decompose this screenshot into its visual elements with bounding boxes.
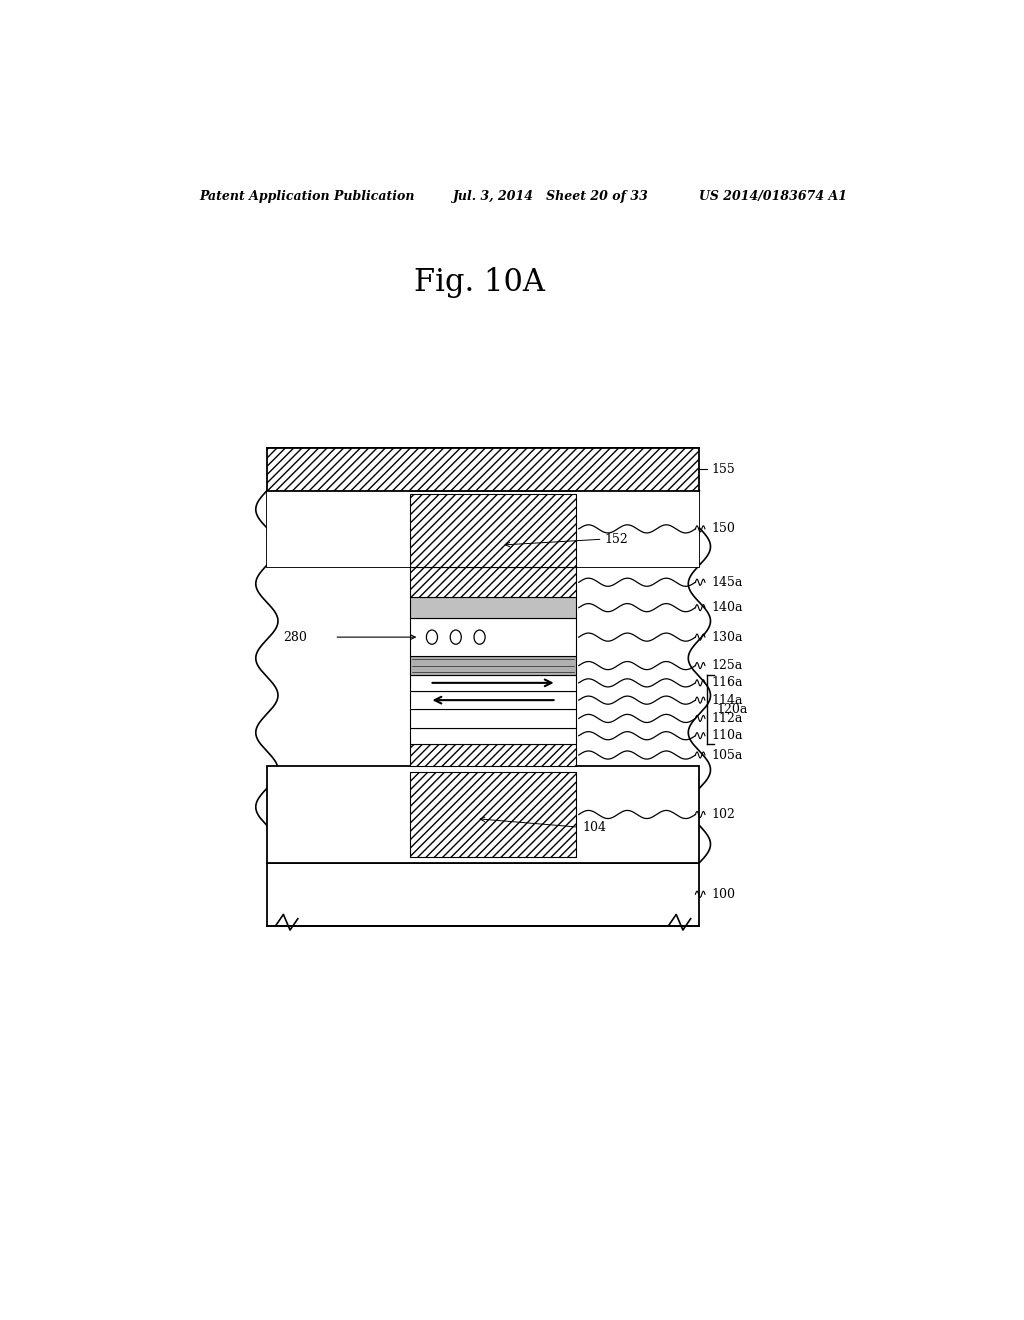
Text: 100: 100	[712, 888, 735, 900]
Text: 104: 104	[582, 821, 606, 834]
Bar	[410, 494, 577, 568]
Text: US 2014/0183674 A1: US 2014/0183674 A1	[699, 190, 848, 202]
Bar	[410, 568, 577, 598]
Text: 125a: 125a	[712, 659, 742, 672]
Bar	[267, 491, 410, 568]
Text: 145a: 145a	[712, 576, 742, 589]
Text: 102: 102	[712, 808, 735, 821]
Bar	[410, 618, 577, 656]
Bar	[410, 675, 577, 690]
Bar	[410, 690, 577, 709]
Bar	[267, 766, 699, 863]
Text: 280: 280	[283, 631, 306, 644]
Text: 112a: 112a	[712, 711, 742, 725]
Text: 150: 150	[712, 523, 735, 536]
Text: Patent Application Publication: Patent Application Publication	[200, 190, 415, 202]
Text: 110a: 110a	[712, 729, 742, 742]
Bar	[410, 772, 577, 857]
Bar	[410, 656, 577, 675]
Text: 116a: 116a	[712, 676, 742, 689]
Bar	[267, 863, 699, 925]
Text: 105a: 105a	[712, 748, 742, 762]
Bar	[577, 491, 699, 568]
Text: 140a: 140a	[712, 601, 742, 614]
Text: 120a: 120a	[717, 702, 749, 715]
Text: 152: 152	[604, 533, 628, 545]
Bar	[410, 727, 577, 744]
Bar	[267, 447, 699, 491]
Bar	[267, 491, 699, 568]
Bar	[410, 744, 577, 766]
Bar	[410, 598, 577, 618]
Text: Jul. 3, 2014   Sheet 20 of 33: Jul. 3, 2014 Sheet 20 of 33	[454, 190, 649, 202]
Bar	[410, 709, 577, 727]
Text: 155: 155	[712, 463, 735, 477]
Text: Fig. 10A: Fig. 10A	[414, 267, 545, 298]
Text: 130a: 130a	[712, 631, 742, 644]
Text: 114a: 114a	[712, 693, 742, 706]
